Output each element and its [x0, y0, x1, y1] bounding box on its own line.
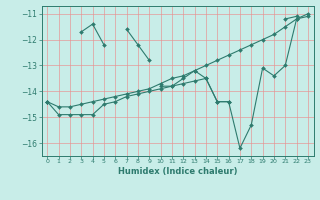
X-axis label: Humidex (Indice chaleur): Humidex (Indice chaleur) — [118, 167, 237, 176]
